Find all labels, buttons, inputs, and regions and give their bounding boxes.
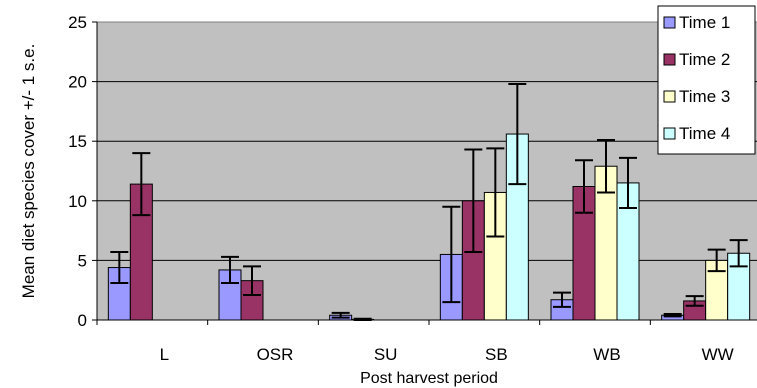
y-tick-label: 0 — [78, 311, 87, 330]
x-axis: L OSR SU SB WB WW — [96, 319, 757, 364]
x-tick-label: SB — [485, 345, 508, 364]
legend-swatch — [663, 53, 676, 66]
legend-label: Time 1 — [679, 13, 730, 32]
legend-label: Time 4 — [679, 124, 730, 143]
y-tick-label: 20 — [68, 73, 87, 92]
legend-swatch — [663, 127, 676, 140]
x-tick-label: WB — [593, 345, 620, 364]
y-axis-label: Mean diet species cover +/- 1 s.e. — [19, 44, 38, 299]
y-tick-label: 10 — [68, 192, 87, 211]
gridlines — [97, 81, 757, 261]
x-tick-label: SU — [374, 345, 398, 364]
x-axis-label: Post harvest period — [360, 370, 498, 387]
y-tick-label: 5 — [78, 251, 87, 270]
y-axis: 0 5 10 15 20 25 — [68, 13, 98, 330]
plot-area — [96, 21, 757, 321]
legend-label: Time 3 — [679, 87, 730, 106]
legend: Time 1 Time 2 Time 3 Time 4 — [657, 5, 756, 155]
x-tick-label: WW — [702, 345, 734, 364]
y-tick-label: 15 — [68, 132, 87, 151]
legend-swatch — [663, 90, 676, 103]
legend-swatch — [663, 16, 676, 29]
x-tick-label: L — [160, 345, 169, 364]
x-tick-label: OSR — [257, 345, 294, 364]
y-tick-label: 25 — [68, 13, 87, 32]
legend-label: Time 2 — [679, 50, 730, 69]
